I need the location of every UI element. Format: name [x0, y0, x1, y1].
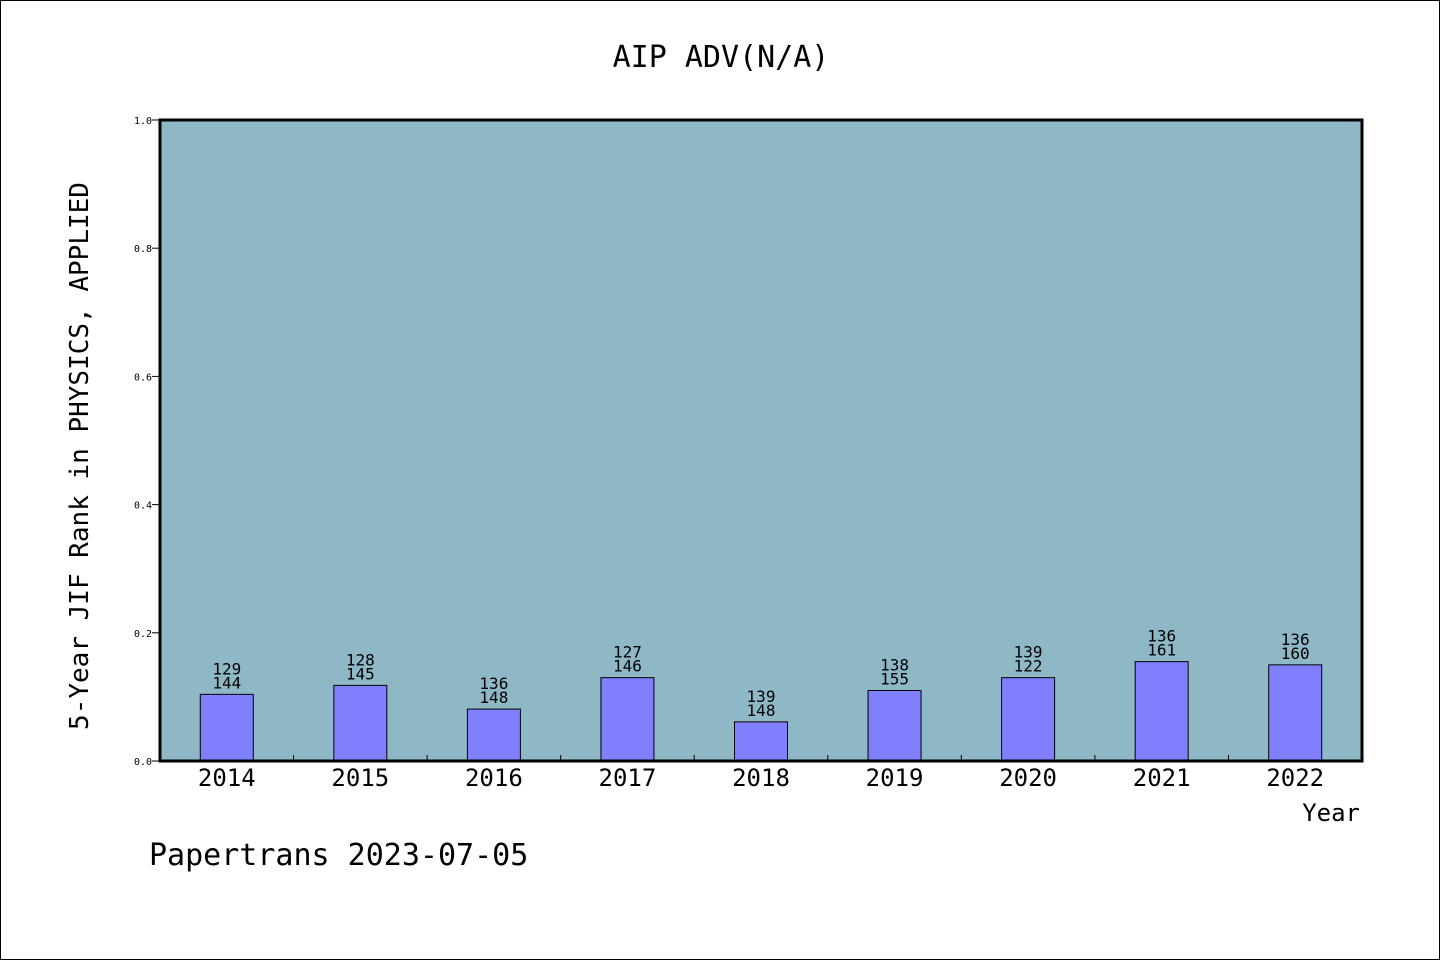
bar-2015: [333, 684, 388, 762]
footer-text: Papertrans 2023-07-05: [149, 838, 528, 873]
bar-label-bottom: 155: [880, 669, 909, 688]
bar-label-bottom: 122: [1014, 657, 1043, 676]
bar-label-bottom: 145: [346, 664, 375, 683]
bar-2014: [199, 693, 254, 762]
bar-2018: [734, 721, 788, 762]
bar-2017: [600, 677, 655, 762]
plot-border: [158, 118, 1364, 763]
x-tick-label: 2017: [599, 764, 657, 792]
bar-label-top: 127: [613, 643, 642, 662]
chart-title: AIP ADV(N/A): [613, 40, 830, 75]
x-tick-label: 2015: [331, 764, 389, 792]
bar-label-top: 138: [880, 655, 909, 674]
y-axis-label: 5-Year JIF Rank in PHYSICS, APPLIED: [65, 182, 95, 730]
bars-group: 1291441281451361481271461391481381551391…: [199, 627, 1323, 762]
bar-2019: [867, 689, 922, 762]
y-tick-label: 0.8: [134, 244, 152, 255]
bar-label-bottom: 161: [1147, 641, 1176, 660]
y-axis: 0.0 0.2 0.4 0.6 0.8 1.0: [134, 116, 160, 768]
bar-2020: [1001, 677, 1056, 762]
bar-label-bottom: 148: [747, 701, 776, 720]
bar-label-bottom: 160: [1281, 644, 1310, 663]
bar-label-bottom: 146: [613, 657, 642, 676]
bar-2021: [1134, 661, 1189, 762]
bar-label-top: 129: [212, 659, 241, 678]
x-tick-label: 2019: [866, 764, 924, 792]
y-tick-label: 0.6: [134, 372, 152, 383]
x-tick-label: 2014: [198, 764, 256, 792]
bar-label-bottom: 144: [212, 673, 241, 692]
bar-label-top: 136: [479, 674, 508, 693]
bar-label-top: 139: [1014, 643, 1043, 662]
x-axis-label: Year: [1302, 799, 1360, 827]
bar-label-bottom: 148: [479, 688, 508, 707]
x-tick-label: 2018: [732, 764, 790, 792]
bar-label-top: 136: [1147, 627, 1176, 646]
x-tick-label: 2020: [999, 764, 1057, 792]
x-tick-label: 2022: [1266, 764, 1324, 792]
y-tick-label: 0.4: [134, 501, 152, 512]
x-tick-label: 2021: [1133, 764, 1191, 792]
plot-area: [160, 120, 1362, 761]
bar-2016: [466, 708, 521, 762]
bar-2022: [1268, 664, 1323, 762]
x-axis: 2014 2015 2016 2017 2018 2019 2020 2021 2022: [198, 755, 1324, 792]
bar-label-top: 128: [346, 650, 375, 669]
x-tick-label: 2016: [465, 764, 523, 792]
bar-label-top: 139: [747, 687, 776, 706]
y-tick-label: 1.0: [134, 116, 152, 127]
y-tick-label: 0.0: [134, 757, 152, 768]
y-tick-label: 0.2: [134, 629, 152, 640]
bar-label-top: 136: [1281, 630, 1310, 649]
